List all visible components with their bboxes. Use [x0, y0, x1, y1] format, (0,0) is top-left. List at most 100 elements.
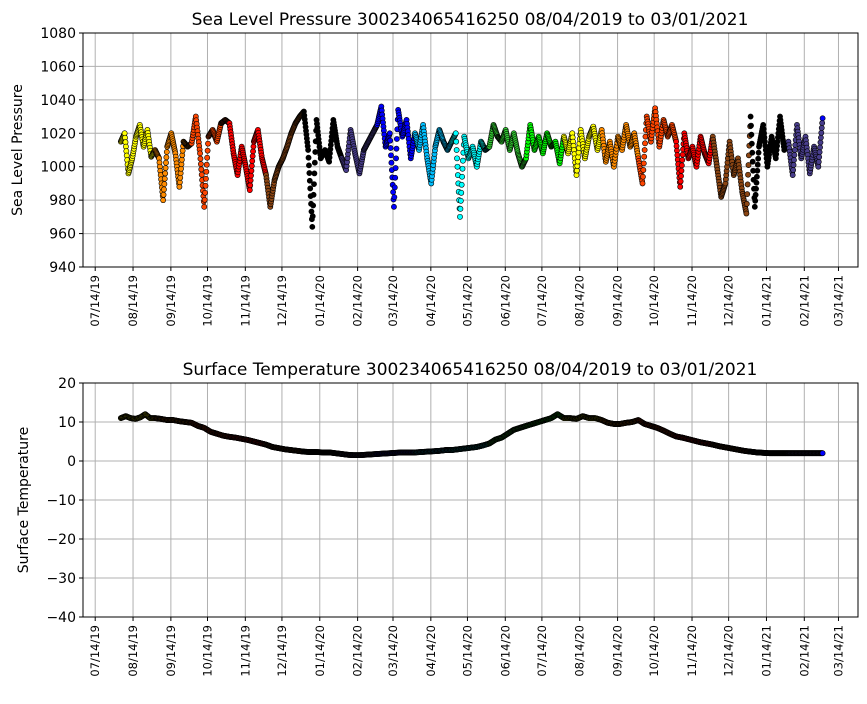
slp-point — [163, 154, 170, 161]
slp-point — [306, 170, 313, 176]
slp-point — [817, 144, 823, 151]
slp-point — [387, 137, 394, 144]
slp-point — [679, 157, 686, 163]
slp-point — [752, 191, 759, 198]
slp-y-axis-label: Sea Level Pressure — [10, 84, 26, 216]
slp-point — [246, 187, 253, 194]
slp-point — [755, 155, 762, 162]
x-tick-label: 07/14/19 — [88, 275, 102, 327]
slp-point — [816, 149, 823, 156]
x-tick-label: 09/14/19 — [164, 625, 178, 677]
x-tick-label: 11/14/20 — [685, 625, 699, 677]
slp-point — [749, 158, 756, 165]
slp-point — [452, 130, 459, 137]
slp-point — [306, 162, 312, 169]
slp-point — [642, 140, 648, 147]
slp-point — [817, 139, 824, 146]
slp-point — [203, 175, 209, 182]
slp-point — [819, 115, 826, 122]
x-tick-label: 08/14/19 — [126, 275, 140, 327]
x-tick-label: 10/14/19 — [200, 275, 214, 327]
slp-point — [247, 177, 254, 184]
x-tick-label: 09/14/20 — [611, 625, 625, 677]
slp-point — [755, 149, 762, 156]
slp-point — [391, 203, 397, 210]
slp-point — [752, 197, 759, 204]
slp-point — [311, 170, 318, 177]
slp-point — [393, 155, 399, 162]
slp-point — [815, 163, 822, 170]
x-tick-label: 08/14/20 — [573, 275, 587, 327]
slp-point — [161, 186, 167, 193]
slp-point — [198, 166, 205, 173]
slp-point — [753, 185, 759, 192]
slp-point — [458, 181, 465, 188]
y-tick-label: 940 — [49, 260, 76, 276]
slp-point — [205, 140, 211, 147]
y-tick-label: 960 — [49, 227, 76, 243]
x-tick-label: 02/14/21 — [797, 275, 811, 327]
slp-point — [308, 208, 315, 215]
slp-point — [198, 171, 205, 178]
slp-point — [392, 174, 399, 181]
slp-point — [790, 167, 797, 173]
slp-point — [677, 178, 684, 185]
slp-point — [305, 147, 312, 153]
slp-series — [117, 103, 826, 230]
x-tick-label: 01/14/20 — [313, 625, 327, 677]
slp-point — [201, 203, 208, 210]
x-tick-label: 06/14/20 — [498, 625, 512, 677]
slp-point — [454, 163, 461, 170]
y-tick-label: 1040 — [40, 93, 76, 109]
slp-point — [754, 167, 761, 174]
slp-point — [161, 175, 168, 182]
x-tick-label: 11/14/19 — [238, 625, 252, 677]
x-tick-label: 03/14/21 — [831, 275, 845, 327]
x-tick-label: 08/14/20 — [573, 625, 587, 677]
slp-point — [248, 167, 255, 174]
slp-point — [310, 191, 317, 198]
x-tick-label: 12/14/20 — [722, 275, 736, 327]
slp-point — [641, 147, 648, 153]
x-tick-label: 10/14/20 — [647, 625, 661, 677]
slp-point — [202, 189, 208, 196]
x-tick-label: 11/14/19 — [238, 275, 252, 327]
slp-point — [203, 168, 210, 175]
slp-point — [641, 153, 648, 160]
temp-y-axis-label: Surface Temperature — [16, 427, 32, 573]
slp-point — [249, 158, 256, 164]
slp-point — [162, 165, 169, 171]
slp-point — [248, 172, 254, 179]
y-tick-label: −20 — [46, 532, 76, 548]
y-tick-label: 1060 — [40, 59, 76, 75]
slp-chart-title: Sea Level Pressure 300234065416250 08/04… — [192, 10, 749, 30]
slp-point — [249, 153, 256, 160]
temp-point — [819, 450, 826, 457]
temp-chart-title: Surface Temperature 300234065416250 08/0… — [183, 360, 758, 380]
x-tick-label: 06/14/20 — [498, 275, 512, 327]
slp-point — [201, 196, 208, 203]
y-tick-label: 980 — [49, 193, 76, 209]
x-tick-label: 05/14/20 — [460, 275, 474, 327]
slp-point — [311, 159, 318, 166]
slp-point — [393, 145, 400, 152]
slp-point — [749, 149, 756, 156]
slp-point — [745, 162, 752, 168]
slp-point — [679, 151, 686, 158]
slp-point — [204, 147, 211, 154]
y-tick-label: 1000 — [40, 160, 76, 176]
slp-point — [454, 155, 460, 162]
y-tick-label: 0 — [67, 454, 76, 470]
slp-point — [791, 157, 797, 163]
slp-point — [743, 210, 750, 217]
slp-point — [204, 154, 211, 161]
x-tick-label: 09/14/19 — [164, 275, 178, 327]
slp-point — [748, 131, 755, 138]
x-tick-label: 07/14/19 — [88, 625, 102, 677]
x-tick-label: 03/14/21 — [831, 625, 845, 677]
slp-point — [640, 160, 647, 167]
y-tick-label: 20 — [58, 376, 76, 392]
x-tick-label: 05/14/20 — [460, 625, 474, 677]
slp-point — [791, 147, 798, 153]
axes-frame — [82, 32, 859, 268]
